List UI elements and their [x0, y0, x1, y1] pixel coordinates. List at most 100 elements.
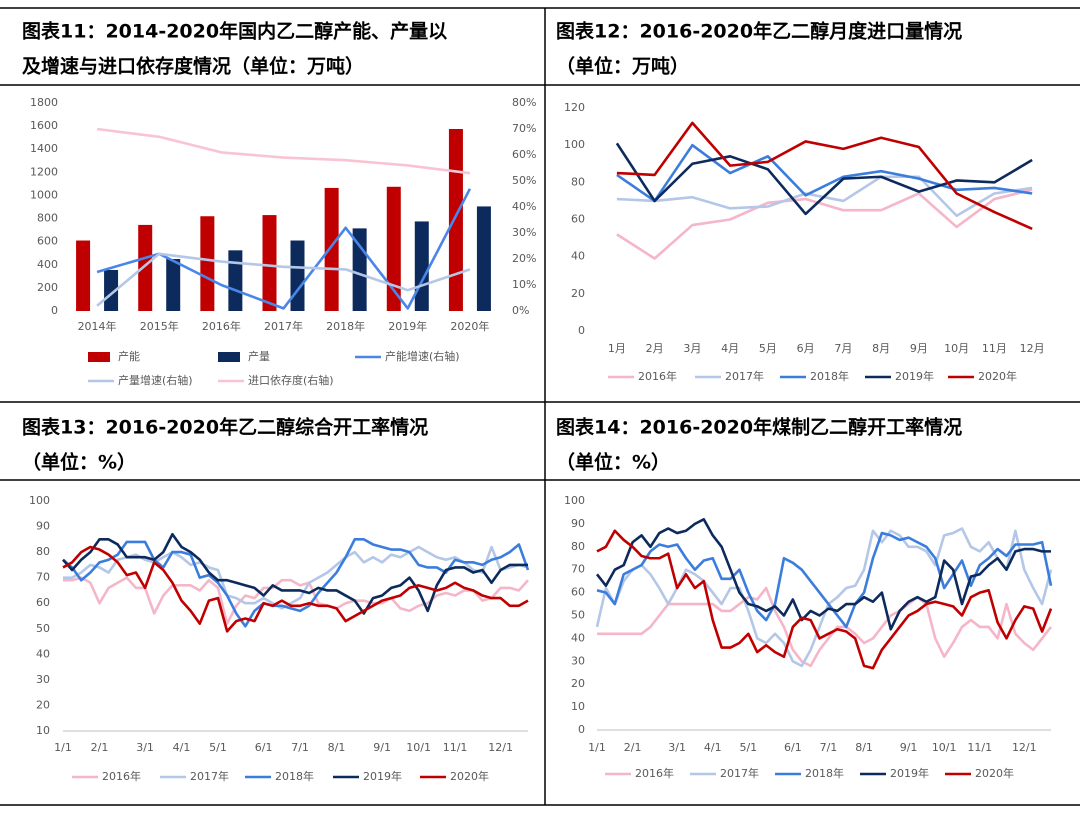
x-tick-label: 7/1 [820, 741, 838, 754]
y-tick-label: 0 [51, 304, 58, 317]
y-tick-label: 40 [36, 647, 50, 660]
legend-label: 2017年 [725, 369, 764, 383]
bar [324, 187, 339, 311]
y2-tick-label: 0% [512, 304, 529, 317]
y-tick-label: 80 [571, 540, 585, 553]
x-tick-label: 6/1 [784, 741, 802, 754]
x-tick-label: 9/1 [900, 741, 918, 754]
y-tick-label: 70 [571, 563, 585, 576]
legend-label: 2017年 [720, 766, 759, 780]
x-tick-label: 8/1 [328, 741, 346, 754]
y2-tick-label: 20% [512, 252, 536, 265]
legend-label: 产量增速(右轴) [118, 373, 193, 387]
bar [414, 221, 429, 311]
x-tick-label: 1月 [608, 342, 626, 355]
y2-tick-label: 70% [512, 122, 536, 135]
chart-title: 图表14：2016-2020年煤制乙二醇开工率情况 [556, 416, 962, 439]
y2-tick-label: 40% [512, 200, 536, 213]
legend-label: 2020年 [975, 766, 1014, 780]
y-tick-label: 20 [571, 677, 585, 690]
x-tick-label: 3/1 [136, 741, 154, 754]
y-tick-label: 80 [571, 175, 585, 188]
chart-title: （单位：万吨） [556, 55, 689, 78]
y-tick-label: 90 [36, 520, 50, 533]
x-tick-label: 2018年 [326, 319, 365, 333]
y-tick-label: 100 [564, 138, 585, 151]
series-line [615, 142, 1033, 216]
x-tick-label: 2014年 [78, 319, 117, 333]
y-tick-label: 1200 [30, 165, 58, 178]
legend-label: 2019年 [895, 369, 934, 383]
y2-tick-label: 30% [512, 226, 536, 239]
y-tick-label: 40 [571, 250, 585, 263]
legend-label: 产量 [248, 349, 270, 363]
y2-tick-label: 80% [512, 96, 536, 109]
x-tick-label: 4/1 [704, 741, 722, 754]
y-tick-label: 100 [564, 494, 585, 507]
legend-label: 2018年 [805, 766, 844, 780]
x-tick-label: 2月 [646, 342, 664, 355]
x-tick-label: 9/1 [373, 741, 391, 754]
legend-label: 2019年 [363, 769, 402, 783]
x-tick-label: 2020年 [450, 319, 489, 333]
x-tick-label: 2017年 [264, 319, 303, 333]
x-tick-label: 2/1 [91, 741, 109, 754]
legend-label: 2020年 [450, 769, 489, 783]
y-tick-label: 60 [36, 596, 50, 609]
x-tick-label: 2/1 [624, 741, 642, 754]
x-tick-label: 11月 [982, 342, 1007, 355]
chart-title: 图表12：2016-2020年乙二醇月度进口量情况 [556, 20, 962, 43]
y-tick-label: 100 [29, 494, 50, 507]
bar [76, 240, 91, 311]
y2-tick-label: 10% [512, 278, 536, 291]
bar [200, 216, 215, 311]
x-tick-label: 2019年 [388, 319, 427, 333]
series-line [616, 188, 1033, 260]
legend-label: 2016年 [635, 766, 674, 780]
series-line [63, 576, 529, 625]
y-tick-label: 1000 [30, 188, 58, 201]
legend-label: 产能 [118, 349, 140, 363]
y-tick-label: 1800 [30, 96, 58, 109]
x-tick-label: 5/1 [739, 741, 757, 754]
x-tick-label: 6/1 [255, 741, 273, 754]
x-tick-label: 10/1 [406, 741, 431, 754]
y-tick-label: 20 [571, 287, 585, 300]
y-tick-label: 10 [36, 724, 50, 737]
y-tick-label: 800 [37, 212, 58, 225]
x-tick-label: 6月 [797, 342, 815, 355]
series-line [597, 586, 1053, 668]
series-line [596, 529, 1053, 670]
bar [290, 240, 305, 311]
y-tick-label: 30 [36, 673, 50, 686]
y-tick-label: 50 [571, 609, 585, 622]
y-tick-label: 40 [571, 631, 585, 644]
y-tick-label: 200 [37, 281, 58, 294]
y2-tick-label: 50% [512, 174, 536, 187]
y-tick-label: 20 [36, 698, 50, 711]
legend-label: 2016年 [638, 369, 677, 383]
x-tick-label: 2016年 [202, 319, 241, 333]
bar [228, 250, 243, 311]
legend-label: 2020年 [978, 369, 1017, 383]
x-tick-label: 4/1 [173, 741, 191, 754]
y-tick-label: 0 [578, 324, 585, 337]
legend-label: 2018年 [275, 769, 314, 783]
bar [386, 186, 401, 311]
legend-swatch [88, 352, 110, 362]
y-tick-label: 0 [578, 723, 585, 736]
x-tick-label: 12/1 [1012, 741, 1037, 754]
legend-label: 进口依存度(右轴) [248, 373, 334, 387]
x-tick-label: 3/1 [668, 741, 686, 754]
x-tick-label: 7/1 [291, 741, 309, 754]
x-tick-label: 5月 [759, 342, 777, 355]
y-tick-label: 80 [36, 545, 50, 558]
x-tick-label: 8/1 [855, 741, 873, 754]
x-tick-label: 4月 [721, 342, 739, 355]
x-tick-label: 8月 [872, 342, 890, 355]
series-line [595, 518, 1051, 631]
series-line [96, 252, 471, 307]
x-tick-label: 10月 [944, 342, 969, 355]
series-line [96, 127, 471, 175]
